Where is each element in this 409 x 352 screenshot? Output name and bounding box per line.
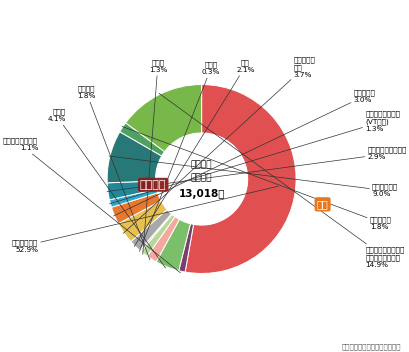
Wedge shape: [107, 132, 162, 183]
Wedge shape: [110, 189, 157, 207]
Text: その他
0.3%: その他 0.3%: [139, 62, 220, 251]
Text: サルモネラ
属菌
3.7%: サルモネラ 属菌 3.7%: [123, 56, 316, 233]
Wedge shape: [131, 209, 171, 250]
Text: ノロウイルス
52.9%: ノロウイルス 52.9%: [12, 186, 278, 253]
Text: セレウス菌
1.8%: セレウス菌 1.8%: [122, 126, 392, 230]
Wedge shape: [107, 181, 157, 200]
Text: 不明
2.1%: 不明 2.1%: [134, 59, 254, 247]
Wedge shape: [147, 217, 180, 262]
Text: カンピロバクター・
ジェジュニ／コリ
14.9%: カンピロバクター・ ジェジュニ／コリ 14.9%: [159, 93, 405, 268]
Wedge shape: [185, 84, 296, 274]
Wedge shape: [141, 214, 175, 256]
Wedge shape: [112, 193, 161, 224]
Text: ウエルシュ菌
9.0%: ウエルシュ菌 9.0%: [109, 156, 398, 197]
Wedge shape: [126, 84, 202, 152]
Wedge shape: [156, 219, 191, 271]
Text: その他のウイルス
1.1%: その他のウイルス 1.1%: [3, 138, 180, 273]
Text: ＜図1＞病因物質別 患者数発生状況(令和元年): ＜図1＞病因物質別 患者数発生状況(令和元年): [8, 13, 137, 23]
Wedge shape: [140, 214, 172, 252]
Circle shape: [155, 133, 248, 225]
Wedge shape: [179, 224, 193, 272]
Text: ぶどう球菌
3.0%: ぶどう球菌 3.0%: [114, 89, 375, 216]
Text: 自然毒
1.3%: 自然毒 1.3%: [143, 59, 167, 254]
Text: 化学物質
1.8%: 化学物質 1.8%: [77, 86, 150, 260]
Text: 令和元年: 令和元年: [191, 161, 212, 170]
Text: ウイルス: ウイルス: [140, 180, 166, 190]
Wedge shape: [120, 123, 164, 156]
Text: 腸管出血性大腸菌
(VT産生)
1.3%: 腸管出血性大腸菌 (VT産生) 1.3%: [110, 111, 400, 204]
Text: その他の病原大腸菌
2.9%: その他の病原大腸菌 2.9%: [107, 147, 407, 191]
Text: 総患者数: 総患者数: [191, 173, 212, 182]
Text: 資料出所：政府広報オンライン: 資料出所：政府広報オンライン: [342, 344, 401, 350]
Text: 寄生虫
4.1%: 寄生虫 4.1%: [47, 109, 166, 268]
Wedge shape: [118, 201, 167, 241]
Text: 13,018人: 13,018人: [178, 189, 225, 199]
Text: 細菌: 細菌: [317, 199, 328, 209]
